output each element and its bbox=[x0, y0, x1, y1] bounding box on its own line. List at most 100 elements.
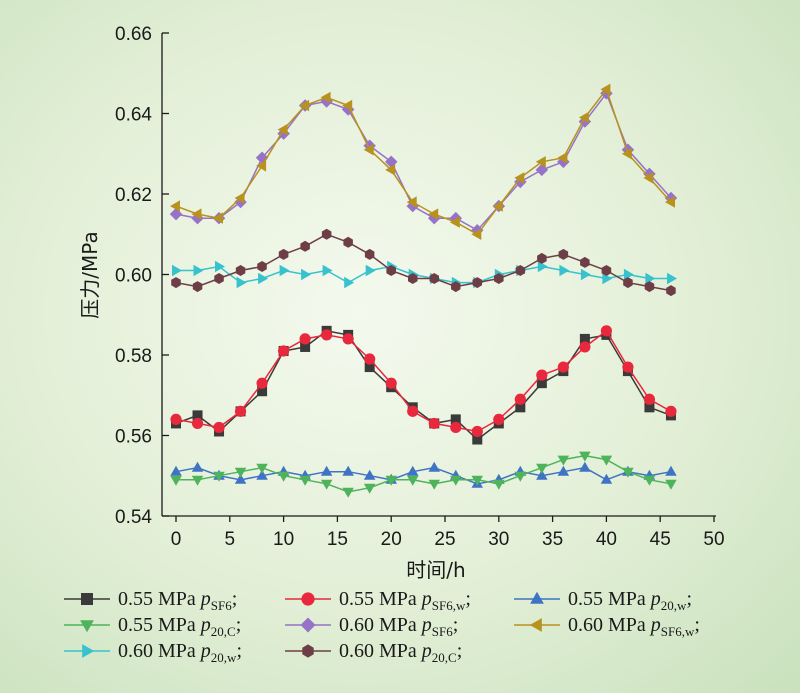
data-point bbox=[665, 465, 677, 476]
legend-label: 0.60 MPa p20,C; bbox=[339, 640, 462, 665]
data-point bbox=[234, 405, 247, 417]
legend-var: p bbox=[649, 614, 661, 636]
data-point bbox=[494, 273, 504, 284]
legend-prefix: 0.60 MPa bbox=[568, 614, 651, 636]
data-point bbox=[234, 192, 245, 204]
data-point bbox=[514, 393, 526, 405]
data-point bbox=[300, 240, 310, 252]
data-point bbox=[450, 414, 461, 425]
data-point bbox=[363, 144, 374, 156]
data-point bbox=[277, 123, 288, 136]
data-point bbox=[580, 256, 590, 268]
legend-prefix: 0.60 MPa bbox=[339, 640, 422, 662]
data-point bbox=[407, 475, 419, 486]
data-point bbox=[321, 228, 332, 240]
series-6 bbox=[170, 83, 675, 240]
data-point bbox=[344, 276, 355, 289]
data-point bbox=[300, 341, 311, 352]
legend-item: 0.55 MPa p20,C; bbox=[64, 614, 241, 639]
x-tick-label: 35 bbox=[542, 529, 563, 550]
series-line bbox=[175, 233, 672, 292]
data-point bbox=[493, 413, 505, 425]
x-tick-label: 10 bbox=[273, 529, 294, 550]
legend-prefix: 0.60 MPa bbox=[118, 640, 201, 662]
data-point bbox=[579, 451, 591, 462]
data-point bbox=[450, 421, 462, 434]
data-point bbox=[428, 461, 440, 472]
legend-label: 0.55 MPa pSF6,w; bbox=[339, 588, 471, 613]
data-point bbox=[299, 475, 311, 486]
data-point bbox=[645, 272, 656, 285]
data-point bbox=[428, 417, 440, 430]
legend-sub: 20,C bbox=[432, 650, 457, 665]
data-point bbox=[559, 264, 570, 277]
legend-label: 0.55 MPa p20,C; bbox=[118, 614, 241, 639]
data-point bbox=[191, 417, 204, 430]
data-point bbox=[600, 83, 611, 96]
data-point bbox=[322, 264, 333, 277]
data-point bbox=[342, 99, 353, 112]
legend: 0.55 MPa pSF6; 0.55 MPa pSF6,w; 0.55 MPa p… bbox=[64, 588, 700, 665]
data-point bbox=[602, 272, 613, 285]
series-7 bbox=[172, 260, 677, 289]
legend-suffix: ; bbox=[232, 588, 238, 610]
legend-item: 0.55 MPa pSF6; bbox=[64, 588, 237, 613]
data-point bbox=[492, 200, 503, 212]
legend-item: 0.60 MPa pSF6; bbox=[285, 614, 458, 639]
legend-sub: SF6 bbox=[432, 624, 453, 639]
data-point bbox=[385, 475, 397, 486]
data-point bbox=[557, 152, 568, 164]
legend-sub: 20,C bbox=[211, 624, 236, 639]
legend-marker bbox=[81, 593, 93, 605]
x-tick-label: 45 bbox=[650, 529, 671, 550]
series-line bbox=[175, 329, 672, 433]
legend-marker bbox=[301, 592, 315, 606]
data-point bbox=[622, 361, 634, 373]
data-point bbox=[385, 377, 397, 389]
data-point bbox=[643, 172, 654, 184]
legend-sub: SF6,w bbox=[661, 624, 695, 639]
data-point bbox=[666, 285, 676, 297]
data-point bbox=[536, 369, 548, 381]
data-point bbox=[579, 341, 591, 353]
data-point bbox=[342, 333, 354, 345]
data-point bbox=[535, 156, 546, 168]
data-point bbox=[514, 172, 525, 184]
data-point bbox=[493, 479, 505, 490]
data-point bbox=[171, 277, 181, 289]
data-point bbox=[278, 248, 289, 260]
x-tick-label: 30 bbox=[488, 529, 509, 550]
x-tick-label: 15 bbox=[327, 529, 348, 550]
x-tick-label: 5 bbox=[225, 529, 236, 550]
data-point bbox=[472, 434, 483, 445]
series-8 bbox=[171, 228, 676, 297]
series-5 bbox=[169, 87, 678, 237]
data-point bbox=[342, 465, 354, 476]
legend-marker bbox=[300, 617, 316, 633]
legend-var: p bbox=[420, 640, 432, 662]
data-point bbox=[557, 455, 570, 466]
data-point bbox=[451, 281, 461, 293]
data-point bbox=[428, 479, 440, 490]
series-layer bbox=[169, 83, 678, 498]
data-point bbox=[536, 463, 548, 474]
data-point bbox=[386, 265, 396, 276]
data-point bbox=[515, 402, 526, 413]
legend-prefix: 0.55 MPa bbox=[339, 588, 422, 610]
data-point bbox=[277, 471, 290, 482]
data-point bbox=[643, 475, 656, 486]
legend-marker bbox=[80, 620, 94, 633]
data-point bbox=[278, 345, 290, 357]
data-point bbox=[471, 475, 483, 486]
legend-item: 0.60 MPa pSF6,w; bbox=[514, 614, 700, 639]
data-point bbox=[258, 272, 269, 285]
data-point bbox=[234, 467, 247, 478]
data-point bbox=[169, 207, 183, 221]
data-point bbox=[449, 216, 460, 228]
legend-var: p bbox=[649, 588, 661, 610]
data-point bbox=[623, 277, 633, 289]
legend-prefix: 0.55 MPa bbox=[118, 588, 201, 610]
series-line bbox=[175, 330, 672, 441]
y-tick-label: 0.60 bbox=[115, 266, 152, 287]
